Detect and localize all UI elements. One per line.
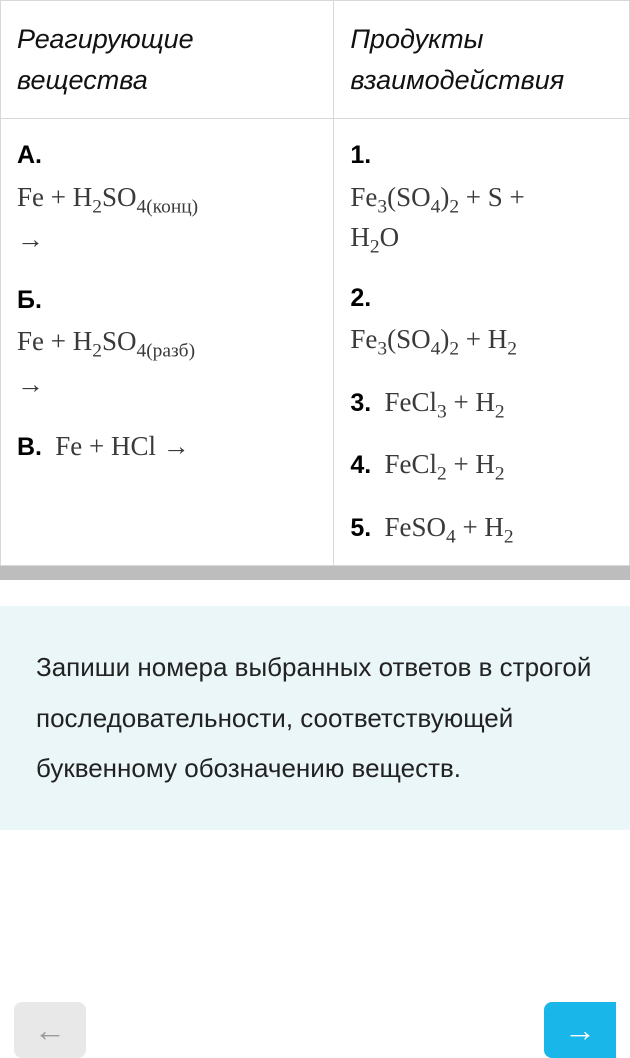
formula-v: Fe + HCl →: [55, 431, 190, 461]
arrow-right-icon: →: [564, 1014, 596, 1046]
label-b: Б.: [17, 282, 317, 320]
label-1: 1.: [350, 137, 613, 175]
formula-4: FeCl2 + H2: [384, 449, 504, 479]
formula-3: FeCl3 + H2: [384, 387, 504, 417]
next-button[interactable]: →: [544, 1002, 616, 1058]
formula-2: Fe3(SO4)2 + H2: [350, 319, 613, 360]
label-v: В.: [17, 433, 42, 461]
instruction-box: Запиши номера выбранных ответов в строго…: [0, 606, 630, 830]
product-3: 3. FeCl3 + H2: [350, 382, 613, 423]
reagent-a: А. Fe + H2SO4(конц) →: [17, 137, 317, 260]
reagent-v: В. Fe + HCl →: [17, 426, 317, 467]
arrow-a: →: [17, 219, 317, 260]
formula-b: Fe + H2SO4(разб): [17, 326, 195, 356]
products-cell: 1. Fe3(SO4)2 + S +H2O 2. Fe3(SO4)2 + H2 …: [334, 119, 630, 566]
nav-row: ← →: [0, 990, 630, 1058]
product-2: 2. Fe3(SO4)2 + H2: [350, 280, 613, 360]
arrow-left-icon: ←: [34, 1014, 66, 1046]
spacer: [0, 580, 630, 606]
back-button[interactable]: ←: [14, 1002, 86, 1058]
label-2: 2.: [350, 280, 613, 318]
product-5: 5. FeSO4 + H2: [350, 507, 613, 548]
label-a: А.: [17, 137, 317, 175]
formula-5: FeSO4 + H2: [384, 512, 513, 542]
arrow-b: →: [17, 364, 317, 405]
header-products: Продукты взаимодействия: [334, 1, 630, 119]
label-5: 5.: [350, 514, 371, 542]
reactions-table: Реагирующие вещества Продукты взаимодейс…: [0, 0, 630, 566]
product-1: 1. Fe3(SO4)2 + S +H2O: [350, 137, 613, 258]
formula-1: Fe3(SO4)2 + S +H2O: [350, 177, 613, 258]
formula-a: Fe + H2SO4(конц): [17, 182, 198, 212]
reagent-b: Б. Fe + H2SO4(разб) →: [17, 282, 317, 405]
reagents-cell: А. Fe + H2SO4(конц) → Б. Fe + H2SO4(разб…: [1, 119, 334, 566]
instruction-text: Запиши номера выбранных ответов в строго…: [36, 652, 591, 783]
header-reagents: Реагирующие вещества: [1, 1, 334, 119]
label-4: 4.: [350, 451, 371, 479]
label-3: 3.: [350, 389, 371, 417]
product-4: 4. FeCl2 + H2: [350, 444, 613, 485]
divider-band: [0, 566, 630, 580]
